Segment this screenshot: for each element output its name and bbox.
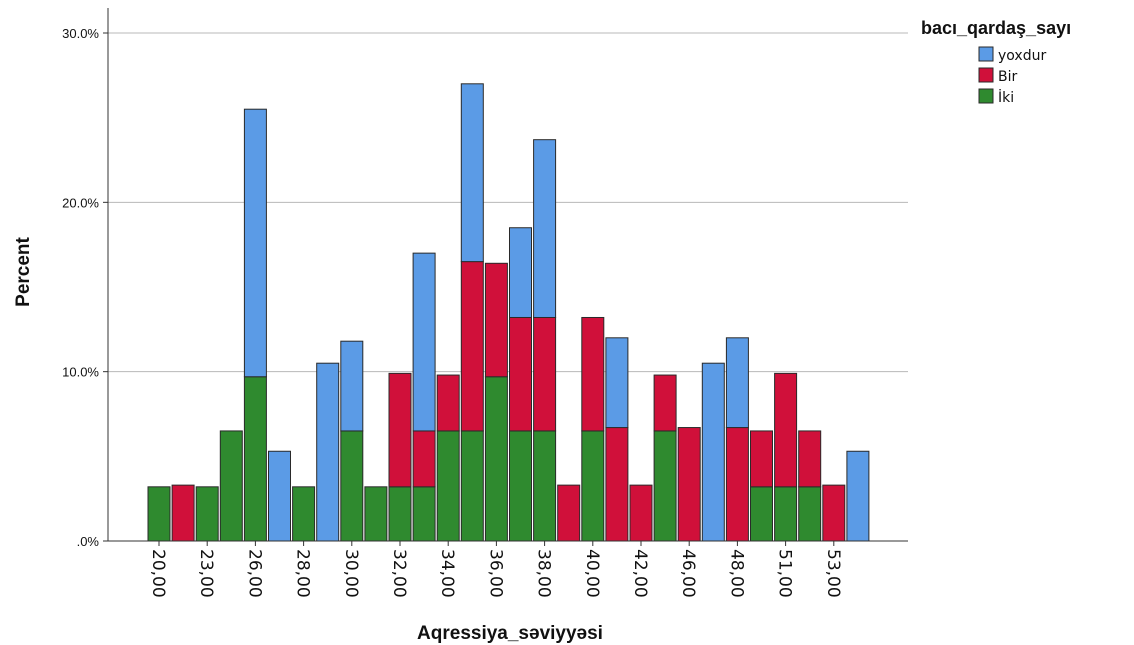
bar-segment-yoxdur: [533, 139, 557, 318]
bar-segment-i-ki: [412, 486, 436, 542]
legend-label: Bir: [998, 69, 1017, 85]
bar-segment-yoxdur: [605, 337, 629, 429]
bar-segment-yoxdur: [846, 450, 870, 542]
x-tick-label: 48,00: [726, 549, 746, 598]
bar-segment-bir: [822, 484, 846, 542]
bar-segment-i-ki: [195, 486, 219, 542]
bar-segment-i-ki: [243, 376, 267, 542]
bar-segment-i-ki: [798, 486, 822, 542]
bar-segment-i-ki: [340, 430, 364, 542]
bar-segment-bir: [629, 484, 653, 542]
y-axis-title: Percent: [13, 236, 34, 306]
y-tick-label: 20.0%: [62, 195, 99, 210]
bar-segment-yoxdur: [725, 337, 749, 429]
bar-segment-bir: [581, 316, 605, 432]
x-tick-label: 51,00: [775, 549, 795, 598]
legend-label: yoxdur: [998, 48, 1046, 64]
bar-segment-bir: [509, 316, 532, 432]
bar-segment-bir: [484, 262, 508, 378]
x-tick-label: 38,00: [534, 549, 554, 598]
x-tick-label: 40,00: [582, 549, 602, 598]
bar-segment-bir: [653, 374, 677, 432]
bar-segment-i-ki: [460, 430, 484, 542]
bar-segment-i-ki: [581, 430, 605, 542]
bar-segment-yoxdur: [340, 340, 364, 432]
bar-segment-bir: [557, 484, 581, 542]
bar-segment-bir: [605, 427, 629, 542]
x-tick-label: 32,00: [389, 549, 409, 598]
bar-segment-yoxdur: [701, 362, 725, 542]
x-tick-label: 26,00: [244, 549, 264, 598]
bar-segment-i-ki: [388, 486, 412, 542]
legend: bacı_qardaş_sayı yoxdur Bir İki: [921, 18, 1071, 106]
bar-segment-bir: [677, 427, 701, 542]
x-tick-label: 36,00: [485, 549, 505, 598]
gridlines: [108, 32, 908, 373]
y-tick-labels: .0% 10.0% 20.0% 30.0%: [62, 26, 108, 549]
bar-segment-yoxdur: [412, 252, 436, 432]
x-tick-label: 28,00: [293, 549, 313, 598]
legend-title: bacı_qardaş_sayı: [921, 18, 1071, 38]
bar-segment-bir: [460, 261, 484, 432]
x-tick-label: 42,00: [630, 549, 650, 598]
y-tick-label: 10.0%: [62, 365, 99, 380]
x-tick-label: 53,00: [823, 549, 843, 598]
x-tick-label: 46,00: [678, 549, 698, 598]
x-tick-label: 23,00: [196, 549, 216, 598]
bar-segment-bir: [388, 372, 412, 488]
bar-segment-i-ki: [484, 376, 508, 542]
bar-segment-bir: [798, 430, 822, 488]
y-tick-label: 30.0%: [62, 26, 99, 41]
x-tick-label: 20,00: [148, 549, 168, 598]
bar-segment-bir: [436, 374, 460, 432]
bar-segment-yoxdur: [243, 108, 267, 378]
bar-segment-yoxdur: [460, 83, 484, 263]
legend-swatch: [978, 88, 994, 104]
bar-segment-i-ki: [364, 486, 388, 542]
axes: [107, 8, 908, 542]
bar-segment-i-ki: [147, 486, 171, 542]
x-tick-label: 34,00: [437, 549, 457, 598]
bar-segment-i-ki: [750, 486, 773, 542]
bar-segment-i-ki: [653, 430, 677, 542]
legend-label: İki: [998, 88, 1014, 106]
bar-segment-i-ki: [774, 486, 798, 542]
bar-segment-bir: [533, 316, 557, 432]
bar-segment-bir: [171, 484, 195, 542]
bar-segment-bir: [412, 430, 436, 488]
bar-segment-bir: [725, 427, 749, 542]
x-axis-title: Aqressiya_səviyyəsi: [417, 623, 603, 644]
bar-segment-i-ki: [533, 430, 557, 542]
bar-segment-yoxdur: [509, 227, 532, 318]
bar-segment-bir: [774, 372, 798, 488]
legend-swatch: [978, 67, 994, 83]
bar-segment-i-ki: [509, 430, 532, 542]
bar-segment-yoxdur: [316, 362, 340, 542]
y-tick-label: .0%: [77, 534, 100, 549]
bars: [147, 83, 870, 542]
bar-segment-i-ki: [219, 430, 243, 542]
x-tick-label: 30,00: [341, 549, 361, 598]
legend-swatch: [978, 46, 994, 62]
bar-segment-bir: [750, 430, 773, 488]
bar-segment-yoxdur: [268, 450, 291, 542]
bar-segment-i-ki: [436, 430, 460, 542]
x-tick-labels: 20,00 23,00 26,00 28,00 30,00 32,00 34,00 36,00…: [148, 541, 843, 598]
bar-segment-i-ki: [292, 486, 316, 542]
